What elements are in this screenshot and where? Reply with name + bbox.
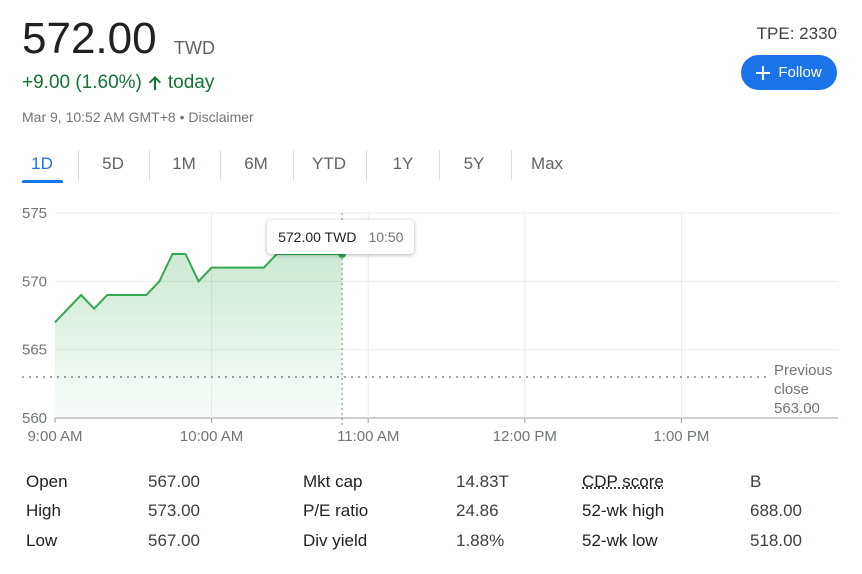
tab[interactable]: 1D [31,154,53,173]
tooltip: 572.00 TWD 10:50 [267,220,415,254]
stat-label[interactable]: CDP score [582,472,664,491]
change-row: +9.00 (1.60%) today [22,72,214,94]
tab[interactable]: YTD [312,154,346,173]
tab-separator [77,150,79,180]
timestamp: Mar 9, 10:52 AM GMT+8 [22,109,176,125]
tab[interactable]: 6M [244,154,268,173]
y-tick-label: 575 [22,205,47,222]
chart: 560 565 570 575 9:00 AM 10:00 AM 11:00 AM 12:00… [22,205,838,445]
y-tick-label: 565 [22,342,47,359]
plus-icon [756,65,771,80]
x-tick-label: 12:00 PM [493,428,557,445]
tab-separator [366,150,367,180]
stat-value: 24.86 [456,501,499,520]
stat-value: 14.83T [456,472,509,491]
stat-label: 52-wk low [582,531,658,550]
tab[interactable]: 1Y [392,154,414,173]
previous-close: Previous close 563.00 [774,361,844,418]
ticker: TPE: 2330 [756,24,837,43]
tab-separator [438,150,440,180]
x-tick-label: 10:00 AM [180,428,243,445]
stat-value: 567.00 [148,531,200,550]
y-tick-label: 560 [22,410,47,427]
tab-separator [148,150,150,180]
stat-label: Open [26,472,68,491]
change: +9.00 (1.60%) [22,72,142,93]
stat-value: 518.00 [750,531,802,550]
x-tick-label: 1:00 PM [653,428,709,445]
y-tick-label: 570 [22,273,47,290]
x-tick-label: 11:00 AM [337,428,399,445]
area [55,254,343,418]
line [54,253,343,324]
stat-value: 688.00 [750,501,802,520]
stat-label: Mkt cap [303,472,363,491]
tab-separator [220,150,221,180]
period: today [167,72,215,93]
stat-value: 567.00 [148,472,200,491]
follow-button[interactable]: Follow [741,55,837,90]
tab-underline [22,180,63,183]
previous-close-label: Previous close [774,362,833,398]
stat-label: Low [26,531,58,550]
tooltip-time: 10:50 [368,229,404,245]
tooltip-value: 572.00 TWD [278,229,357,245]
x-tick-label: 9:00 AM [27,428,82,445]
tab-separator [292,150,294,180]
stat-value: B [750,472,762,491]
currency: TWD [174,38,215,58]
follow-label: Follow [778,64,822,81]
tab[interactable]: 5D [102,154,124,173]
price: 572.00 [22,14,157,63]
separator: • [179,109,185,125]
tab[interactable]: 1M [172,154,196,173]
stat-label: P/E ratio [303,501,369,520]
up-arrow-icon [148,76,161,90]
tab[interactable]: Max [530,154,564,173]
previous-close-value: 563.00 [774,400,820,417]
stat-label: 52-wk high [582,501,665,520]
disclaimer[interactable]: Disclaimer [188,109,254,125]
stat-label: High [26,501,61,520]
timestamp-row: Mar 9, 10:52 AM GMT+8 • Disclaimer [22,109,254,125]
stat-value: 573.00 [148,501,200,520]
stat-value: 1.88% [456,531,505,550]
tab[interactable]: 5Y [463,154,485,173]
tab-separator [510,150,512,180]
stat-label: Div yield [303,531,368,550]
